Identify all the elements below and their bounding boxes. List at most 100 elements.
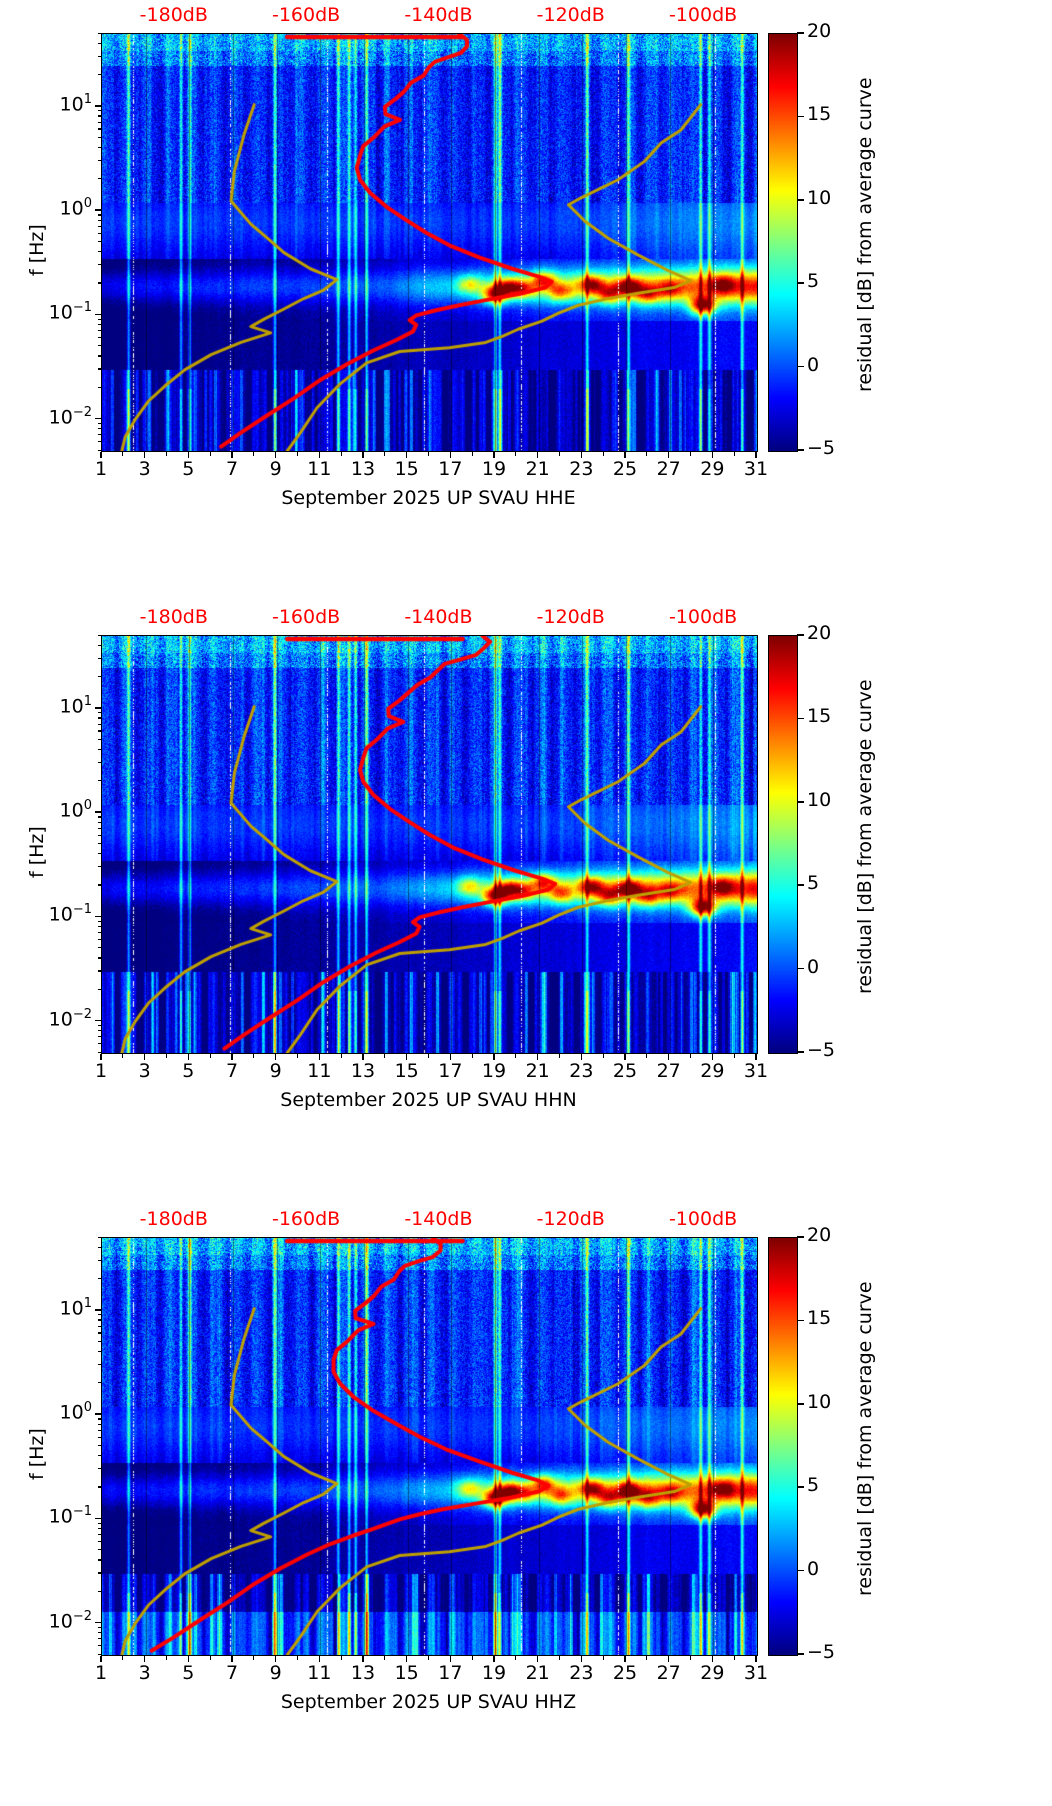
- x-axis-tick-mark: [449, 1054, 452, 1060]
- x-axis-tick-label: 29: [700, 1060, 725, 1082]
- colorbar-tick-label: 0: [807, 955, 820, 978]
- colorbar-gradient: [769, 1238, 797, 1655]
- y-axis-tick-label: 10−2: [48, 1006, 92, 1030]
- x-axis-tick-mark: [493, 1054, 495, 1060]
- x-axis-minor-tick: [384, 1656, 386, 1660]
- y-axis-minor-tick: [97, 1236, 101, 1238]
- y-axis-minor-tick: [97, 843, 101, 845]
- y-axis-minor-tick: [97, 1259, 101, 1261]
- x-axis-tick-mark: [755, 1054, 757, 1060]
- top-axis-db-label: -160dB: [271, 4, 341, 26]
- x-axis-tick-mark: [667, 1656, 670, 1662]
- y-axis-minor-tick: [97, 110, 101, 112]
- y-axis-minor-tick: [97, 1572, 101, 1574]
- y-axis-tick-label: 10−1: [48, 300, 92, 324]
- y-axis-minor-tick: [97, 1382, 101, 1384]
- colorbar-tick-mark: [797, 801, 804, 803]
- y-axis-minor-tick: [97, 834, 101, 836]
- y-axis-minor-tick: [97, 712, 101, 714]
- y-axis-minor-tick: [97, 1325, 101, 1327]
- y-axis-minor-tick: [97, 947, 101, 949]
- y-axis-minor-tick: [97, 1036, 101, 1038]
- x-axis-minor-tick: [253, 1656, 255, 1660]
- y-axis-minor-tick: [97, 146, 101, 149]
- x-axis-tick-mark: [580, 1054, 583, 1060]
- x-axis-tick-mark: [493, 452, 495, 458]
- y-axis-minor-tick: [97, 330, 101, 332]
- colorbar-tick-label: −5: [807, 437, 836, 459]
- y-axis-minor-tick: [97, 1436, 101, 1438]
- colorbar-title: residual [dB] from average curve: [854, 1280, 876, 1596]
- x-axis-tick-mark: [755, 1656, 757, 1662]
- x-axis-minor-tick: [689, 1054, 692, 1058]
- x-axis-tick-mark: [405, 1656, 408, 1662]
- x-axis-tick-mark: [405, 1054, 408, 1060]
- x-axis-tick-label: 17: [438, 1060, 463, 1082]
- y-axis-minor-tick: [97, 675, 101, 678]
- y-axis-tick-mark: [95, 1019, 101, 1022]
- colorbar-tick-mark: [797, 1569, 804, 1572]
- x-axis-minor-tick: [209, 1054, 211, 1058]
- colorbar-tick-mark: [797, 282, 804, 284]
- y-axis-minor-tick: [97, 644, 101, 646]
- colorbar-tick-mark: [797, 1051, 804, 1053]
- x-axis-minor-tick: [296, 452, 299, 456]
- spectrogram-panel-hhe: -180dB -160dB -140dB -120dB -100dB f [Hz] 101 1…: [0, 0, 1052, 602]
- y-axis-minor-tick: [97, 214, 101, 216]
- y-axis-tick-mark: [95, 915, 101, 918]
- spectrogram-image: [102, 1238, 757, 1655]
- colorbar-tick-mark: [797, 634, 804, 636]
- colorbar-tick-label: 5: [807, 872, 820, 895]
- colorbar: [768, 1237, 798, 1656]
- x-axis-tick-label: 9: [269, 458, 282, 480]
- colorbar-tick-label: −5: [807, 1641, 836, 1663]
- x-axis-tick-label: 15: [394, 1662, 419, 1684]
- x-axis-tick-label: 3: [138, 1662, 151, 1684]
- y-axis-minor-tick: [97, 853, 101, 855]
- x-axis-minor-tick: [122, 1656, 124, 1660]
- x-axis-tick-label: 27: [656, 1662, 681, 1684]
- x-axis-tick-label: 5: [182, 1060, 195, 1082]
- x-axis-tick-label: 31: [743, 1060, 769, 1082]
- y-axis-minor-tick: [97, 1638, 101, 1640]
- y-axis-minor-tick: [97, 1540, 101, 1543]
- x-axis-minor-tick: [122, 452, 124, 456]
- y-axis-tick-label: 101: [59, 693, 92, 718]
- x-axis-tick-label: 25: [612, 1662, 638, 1684]
- x-axis-tick-mark: [667, 452, 670, 458]
- y-axis-minor-tick: [97, 730, 101, 732]
- y-axis-label: f [Hz]: [26, 223, 48, 276]
- x-axis-tick-label: 11: [307, 1060, 332, 1082]
- y-axis-minor-tick: [97, 121, 101, 123]
- y-axis-minor-tick: [97, 1590, 101, 1592]
- y-axis-minor-tick: [97, 866, 101, 868]
- x-axis-title: September 2025 UP SVAU HHN: [280, 1089, 577, 1111]
- x-axis-minor-tick: [471, 1656, 473, 1660]
- y-axis-minor-tick: [97, 1549, 101, 1551]
- top-axis-db-label: -140dB: [404, 606, 473, 628]
- x-axis-tick-label: 29: [700, 458, 725, 480]
- y-axis-minor-tick: [97, 136, 101, 138]
- x-axis-tick-label: 7: [225, 1060, 239, 1082]
- y-axis-minor-tick: [97, 225, 101, 227]
- y-axis-minor-tick: [97, 1024, 101, 1027]
- y-axis-minor-tick: [97, 1445, 101, 1447]
- y-axis-minor-tick: [97, 1653, 101, 1655]
- y-axis-minor-tick: [97, 428, 101, 430]
- y-axis-minor-tick: [97, 1418, 101, 1420]
- x-axis-minor-tick: [689, 1656, 692, 1660]
- y-axis-tick-mark: [95, 105, 101, 107]
- x-axis-tick-label: 27: [656, 458, 681, 480]
- y-axis-minor-tick: [97, 55, 101, 57]
- x-axis-tick-mark: [231, 452, 233, 458]
- colorbar: [768, 33, 798, 452]
- spectrogram-image: [102, 34, 757, 451]
- y-axis-minor-tick: [97, 1626, 101, 1629]
- top-axis-db-label: -140dB: [404, 4, 473, 26]
- colorbar-tick-mark: [797, 199, 804, 201]
- x-axis-minor-tick: [209, 1656, 211, 1660]
- spectrogram-plot-area: [101, 635, 758, 1054]
- colorbar-tick-mark: [797, 365, 804, 368]
- spectrogram-panel-hhz: -180dB -160dB -140dB -120dB -100dB f [Hz] 101 1…: [0, 1204, 1052, 1806]
- x-axis-tick-label: 19: [481, 1662, 507, 1684]
